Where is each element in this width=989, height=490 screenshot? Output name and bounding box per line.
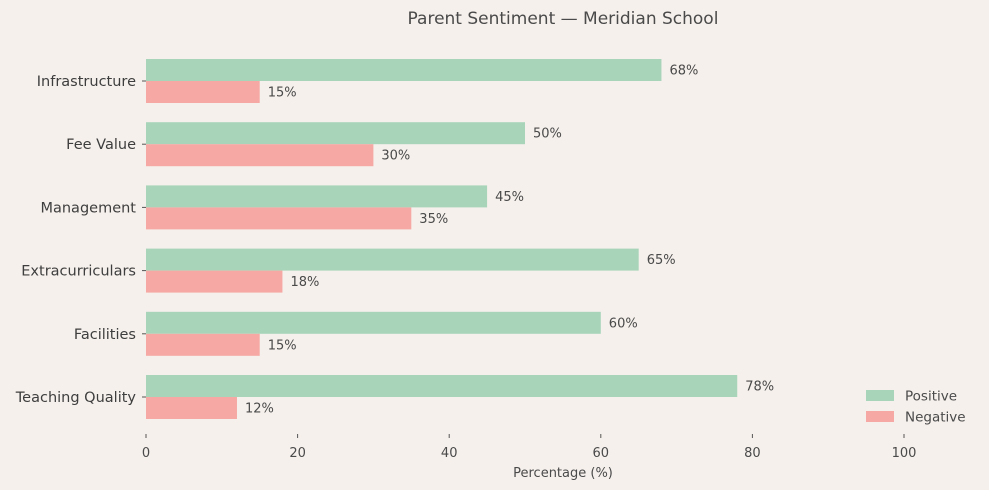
x-tick-label-3: 60 [593,446,610,461]
legend: Positive Negative [866,389,966,426]
data-label-positive-4: 60% [609,316,638,331]
data-label-negative-5: 12% [245,402,274,417]
x-axis: 0 20 40 60 80 100 [142,434,917,461]
bar-positive-3 [146,248,639,271]
x-tick-label-1: 20 [289,446,306,461]
bar-negative-3 [146,270,283,293]
category-label-1: Fee Value [66,137,136,153]
bar-positive-5 [146,375,738,397]
legend-swatch-positive [866,390,894,401]
category-label-5: Teaching Quality [15,390,137,406]
x-tick-label-2: 40 [441,446,458,461]
data-label-negative-2: 35% [419,212,448,227]
category-label-4: Facilities [74,327,136,343]
data-label-positive-3: 65% [647,253,676,268]
data-label-negative-0: 15% [268,86,297,101]
legend-label-positive: Positive [905,389,957,405]
category-axis: Infrastructure Fee Value Management Extracu… [15,74,146,406]
x-tick-label-0: 0 [142,446,150,461]
x-tick-label-5: 100 [892,446,917,461]
data-label-negative-4: 15% [268,338,297,353]
x-axis-label: Percentage (%) [513,466,613,481]
x-tick-label-4: 80 [744,446,761,461]
bar-positive-2 [146,185,488,208]
bars-group: 68% 15% 50% 30% 45% 35% 65% 18% 60% 15% 78% 12% [146,59,774,419]
bar-positive-0 [146,59,662,81]
bar-positive-1 [146,122,525,145]
data-label-positive-1: 50% [533,127,562,142]
bar-negative-1 [146,144,374,167]
data-label-negative-3: 18% [290,275,319,290]
data-label-positive-2: 45% [495,190,524,205]
data-label-positive-5: 78% [745,380,774,395]
data-label-negative-1: 30% [381,149,410,164]
category-label-2: Management [40,200,136,216]
bar-negative-0 [146,81,260,103]
bar-negative-5 [146,397,237,419]
category-label-0: Infrastructure [37,74,136,90]
chart-title: Parent Sentiment — Meridian School [408,9,719,29]
bar-negative-2 [146,207,412,230]
data-label-positive-0: 68% [669,64,698,79]
bar-negative-4 [146,333,260,356]
legend-swatch-negative [866,411,894,422]
bar-positive-4 [146,311,601,334]
category-label-3: Extracurriculars [21,264,136,280]
legend-label-negative: Negative [905,410,966,426]
